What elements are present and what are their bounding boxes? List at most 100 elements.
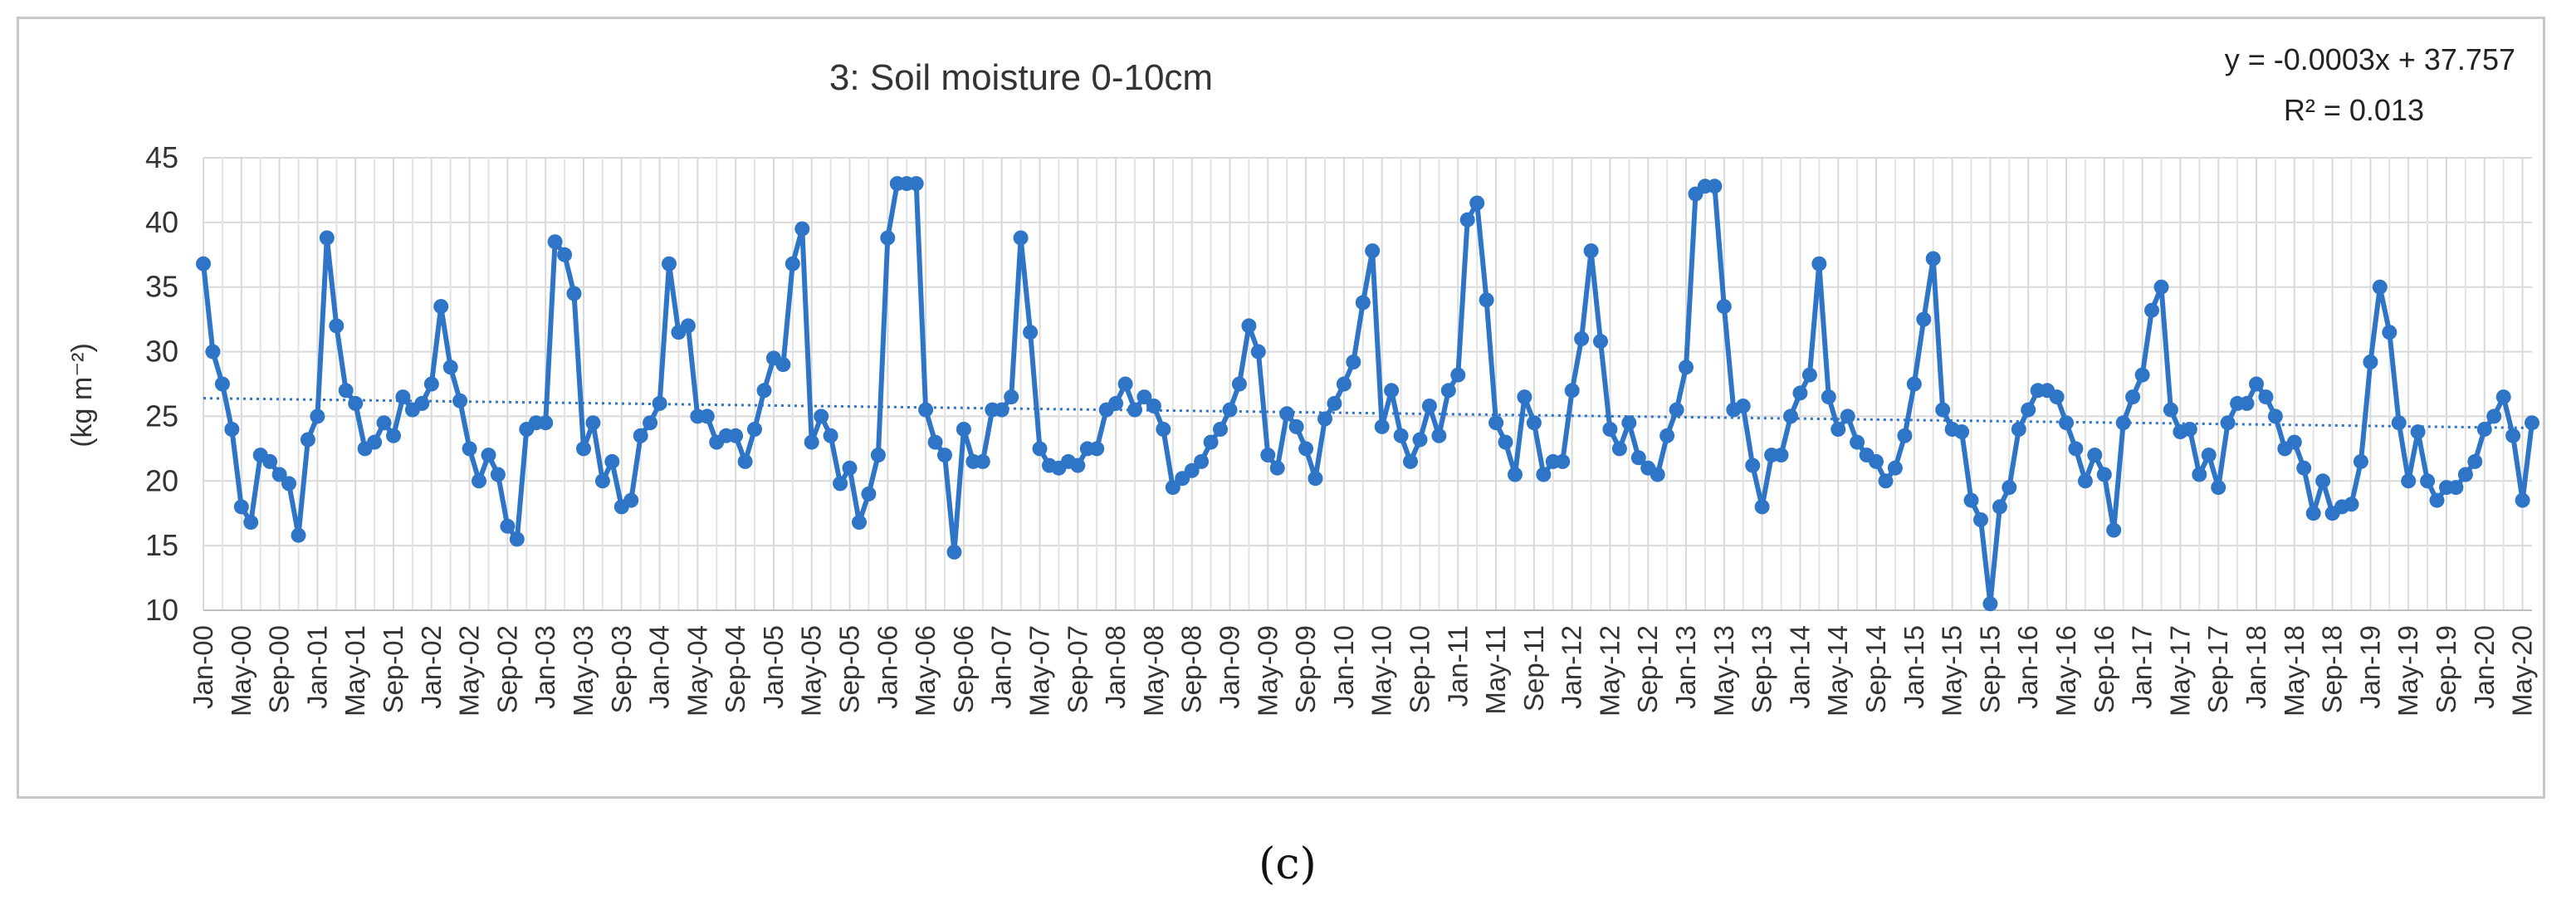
- data-point: [1925, 251, 1941, 267]
- data-point: [785, 256, 800, 272]
- chart-title: 3: Soil moisture 0-10cm: [829, 57, 1213, 98]
- data-point: [1355, 295, 1371, 311]
- data-point: [1536, 467, 1552, 482]
- data-point: [205, 344, 221, 360]
- x-tick-label: Sep-01: [378, 625, 408, 713]
- data-point: [2096, 467, 2112, 482]
- data-point: [804, 434, 819, 450]
- data-point: [300, 432, 315, 448]
- data-point: [2153, 279, 2169, 295]
- data-point: [2363, 355, 2378, 369]
- data-point: [1869, 453, 1884, 469]
- data-point: [937, 448, 952, 463]
- x-tick-label: May-19: [2393, 625, 2423, 717]
- data-point: [509, 531, 525, 547]
- x-tick-label: Jan-05: [758, 625, 789, 709]
- data-point: [2077, 473, 2093, 489]
- data-point: [2505, 428, 2521, 443]
- x-tick-label: Jan-08: [1100, 625, 1131, 709]
- y-tick-label: 20: [145, 463, 178, 497]
- x-tick-label: Sep-03: [606, 625, 637, 713]
- y-tick-labels: 10 15 20 25 30 35 40 45: [145, 140, 178, 627]
- data-point: [1298, 441, 1314, 457]
- data-point: [2267, 409, 2283, 424]
- data-point: [462, 441, 477, 457]
- x-tick-label: May-10: [1366, 625, 1397, 717]
- data-point: [1108, 395, 1124, 411]
- data-point: [1916, 311, 1932, 327]
- data-point: [1716, 299, 1732, 315]
- data-point: [1611, 441, 1627, 457]
- y-tick-label: 15: [145, 528, 178, 562]
- data-point: [214, 376, 230, 392]
- x-tick-label: May-04: [682, 625, 712, 717]
- data-point: [1459, 212, 1475, 228]
- data-point: [1650, 467, 1665, 482]
- data-point: [2353, 453, 2368, 469]
- figure-caption: (c): [1259, 839, 1317, 889]
- data-point: [1440, 383, 1456, 399]
- data-point: [376, 415, 392, 431]
- data-point: [310, 409, 325, 424]
- data-point: [1241, 318, 1257, 334]
- data-point: [2144, 302, 2159, 318]
- data-point: [852, 515, 867, 531]
- data-point: [775, 357, 791, 373]
- data-point: [2382, 325, 2398, 340]
- x-tick-label: Sep-09: [1290, 625, 1321, 713]
- data-point: [1897, 428, 1913, 443]
- x-tick-label: Sep-02: [491, 625, 522, 713]
- data-point: [1346, 355, 1361, 369]
- data-point: [956, 422, 971, 437]
- x-tick-label: May-16: [2051, 625, 2081, 717]
- data-point: [594, 473, 610, 489]
- data-point: [1498, 434, 1513, 450]
- x-tick-label: Sep-13: [1747, 625, 1777, 713]
- data-point: [2182, 422, 2197, 437]
- data-point: [2087, 448, 2103, 463]
- data-point: [291, 527, 306, 543]
- data-point: [1117, 376, 1133, 392]
- data-point: [2163, 402, 2178, 418]
- data-point: [2391, 415, 2407, 431]
- data-point: [1136, 389, 1152, 405]
- data-point: [1982, 596, 1998, 612]
- data-point: [481, 448, 496, 463]
- x-tick-label: May-15: [1937, 625, 1967, 717]
- x-tick-label: Sep-15: [1974, 625, 2005, 713]
- data-point: [1070, 457, 1086, 473]
- x-tick-label: May-02: [454, 625, 485, 717]
- data-point: [547, 234, 563, 250]
- data-point: [1421, 399, 1437, 413]
- data-point: [946, 544, 962, 560]
- data-point: [271, 467, 287, 482]
- x-tick-label: Sep-06: [948, 625, 979, 713]
- data-point: [1269, 460, 1285, 476]
- data-point: [414, 395, 430, 411]
- data-point: [1260, 448, 1276, 463]
- data-point: [662, 256, 677, 272]
- data-point: [1517, 389, 1532, 405]
- data-point: [490, 467, 506, 482]
- x-tick-label: May-08: [1138, 625, 1169, 717]
- x-tick-label: Jan-17: [2127, 625, 2158, 709]
- trendline: [203, 397, 2533, 429]
- data-point: [833, 476, 848, 492]
- data-point: [1555, 453, 1571, 469]
- data-point: [2049, 389, 2065, 405]
- x-tick-label: Jan-09: [1214, 625, 1244, 709]
- data-point: [623, 492, 639, 508]
- data-point: [2495, 389, 2511, 405]
- data-point: [1583, 243, 1599, 259]
- data-point: [2106, 522, 2122, 538]
- data-point: [918, 402, 934, 418]
- data-point: [1850, 434, 1865, 450]
- data-point: [908, 176, 924, 192]
- data-point: [1878, 473, 1894, 489]
- data-point: [1801, 367, 1817, 383]
- data-point: [870, 448, 886, 463]
- x-tick-label: Sep-11: [1518, 625, 1549, 712]
- data-point: [1526, 415, 1542, 431]
- data-point: [1593, 334, 1608, 350]
- data-point: [2059, 415, 2074, 431]
